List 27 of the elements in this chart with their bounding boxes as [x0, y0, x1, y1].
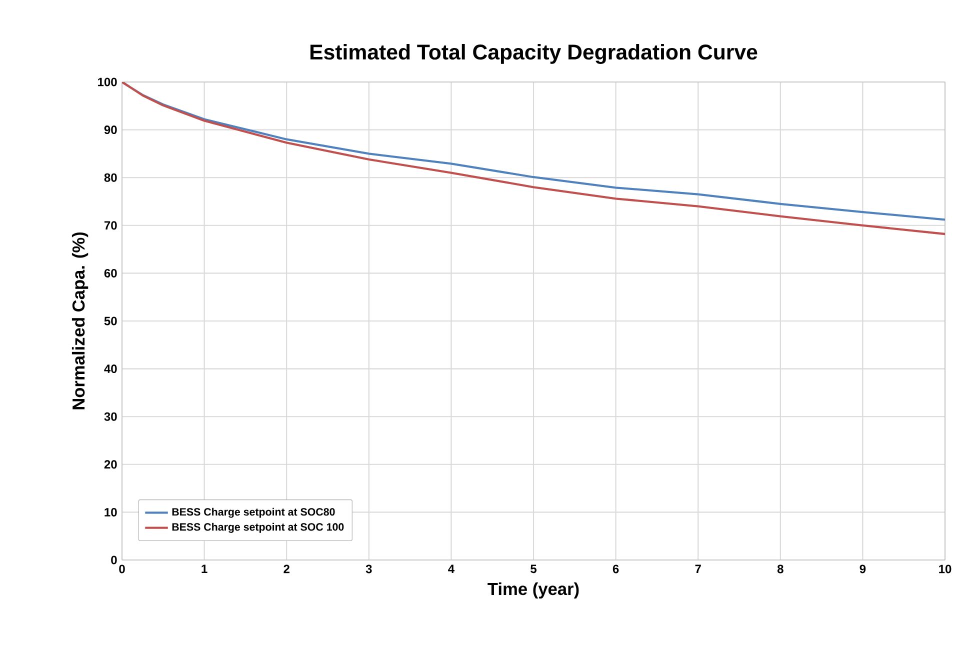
- y-tick-label: 70: [104, 221, 117, 230]
- y-axis-title: Normalized Capa. (%): [72, 232, 88, 410]
- y-tick-label: 30: [104, 412, 117, 421]
- x-tick-label: 8: [777, 564, 784, 574]
- x-tick-label: 5: [530, 564, 537, 574]
- y-tick-label: 10: [104, 508, 117, 516]
- x-tick-label: 7: [695, 564, 701, 573]
- y-tick-label: 50: [104, 316, 117, 326]
- x-tick-label: 2: [284, 564, 290, 574]
- x-tick-label: 3: [366, 564, 372, 574]
- y-tick-label: 20: [104, 460, 117, 469]
- x-tick-label: 1: [202, 564, 208, 573]
- legend-label: BESS Charge setpoint at SOC80: [172, 508, 335, 518]
- y-tick-label: 80: [104, 173, 117, 182]
- y-tick-label: 60: [104, 268, 117, 278]
- x-axis-title: Time (year): [488, 582, 579, 599]
- chart-title: Estimated Total Capacity Degradation Curve: [310, 44, 758, 64]
- y-tick-label: 40: [104, 364, 117, 374]
- y-tick-label: 0: [111, 556, 117, 564]
- y-tick-label: 90: [104, 126, 117, 134]
- legend-label: BESS Charge setpoint at SOC 100: [172, 522, 344, 533]
- y-tick-label: 100: [98, 78, 117, 86]
- x-tick-label: 10: [939, 564, 952, 574]
- x-tick-label: 9: [860, 564, 866, 574]
- x-tick-label: 6: [612, 564, 619, 574]
- x-tick-label: 4: [448, 564, 454, 573]
- x-tick-label: 0: [119, 564, 125, 574]
